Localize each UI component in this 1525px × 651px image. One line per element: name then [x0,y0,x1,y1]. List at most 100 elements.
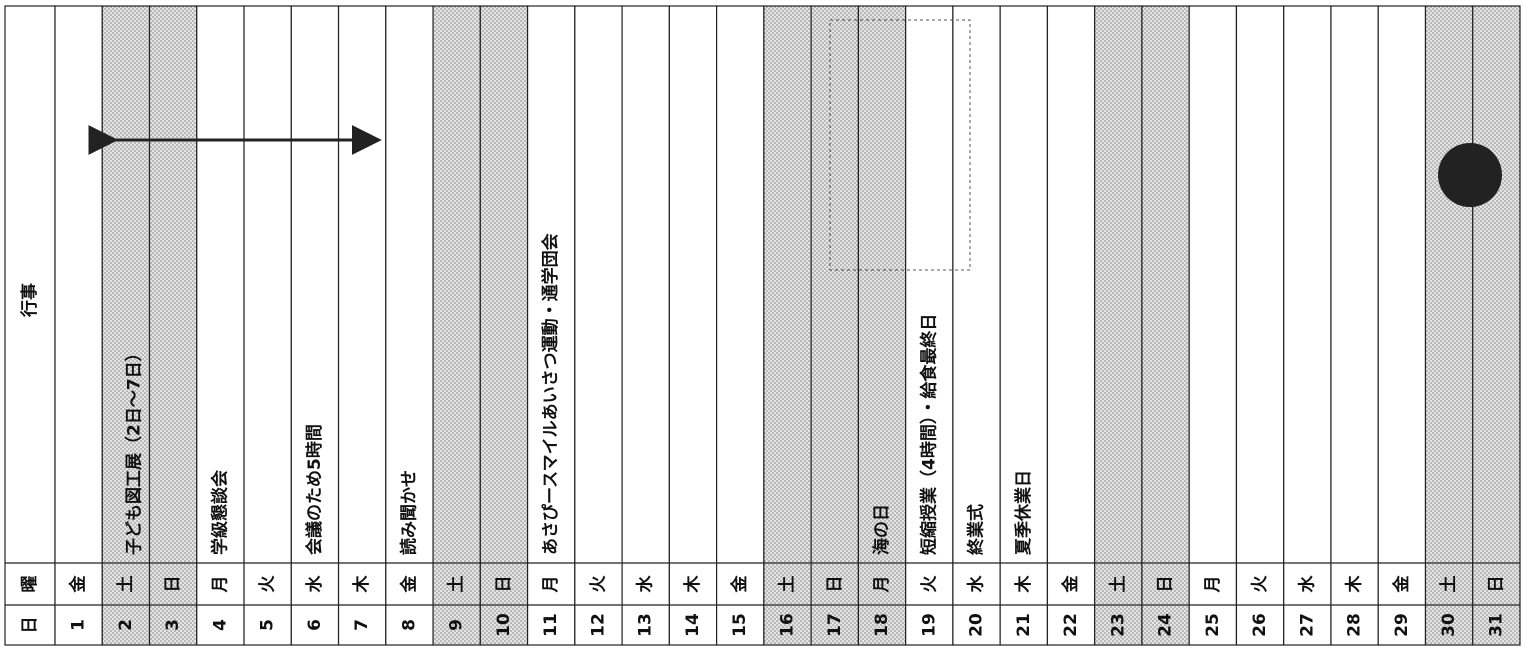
day-number: 7 [352,619,372,631]
day-number: 1 [69,619,89,631]
day-number: 31 [1486,613,1506,637]
day-number: 2 [116,619,136,631]
day-number: 28 [1345,613,1365,637]
day-number: 9 [447,619,467,631]
weekday: 日 [825,576,845,593]
weekday: 土 [446,576,467,593]
weekday: 日 [494,576,514,593]
event: 読み聞かせ [398,470,419,555]
day-number: 17 [825,613,845,637]
day-number: 21 [1014,613,1034,637]
illustration-mat [829,19,971,271]
day-number: 23 [1108,613,1128,637]
weekday: 金 [398,575,419,594]
day-column [1472,5,1521,646]
day-column [905,5,954,646]
weekday: 金 [1391,575,1412,594]
day-number: 22 [1061,613,1081,637]
day-column [716,5,765,646]
event: 子ども図工展（2日～7日） [123,344,144,555]
weekday: 木 [682,575,703,594]
weekday: 火 [588,575,608,593]
weekday: 月 [1203,576,1223,594]
day-column [1283,5,1332,646]
event: 短縮授業（4時間）・給食最終日 [918,314,939,555]
day-number: 5 [258,619,278,631]
day-number: 24 [1156,613,1176,637]
event: あさぴースマイルあいさつ運動・通学団会 [540,233,561,555]
day-column [668,5,718,646]
day-column [810,5,859,646]
weekday: 土 [115,576,136,593]
day-number: 12 [588,613,608,637]
weekday: 火 [919,575,939,593]
day-number: 13 [636,613,656,637]
event: 夏季休業日 [1013,470,1034,555]
weekday: 水 [966,575,987,593]
day-column [1377,5,1427,646]
day-column [337,5,387,646]
day-column [148,5,198,646]
weekday: 月 [210,576,230,594]
day-column [526,5,576,646]
illustration-ball [1438,143,1502,207]
header-day: 日 [20,617,40,634]
day-column [952,5,1001,646]
day-column [196,5,245,646]
day-column [1188,5,1238,646]
weekday: 木 [351,575,372,594]
weekday: 木 [1013,574,1034,593]
day-number: 6 [305,619,325,631]
day-column [1424,5,1474,646]
event: 海の日 [871,504,892,555]
weekday: 土 [1107,576,1128,593]
day-column [1141,5,1190,646]
weekday: 木 [1344,575,1365,594]
day-number: 4 [210,619,230,631]
weekday: 土 [1438,576,1459,593]
day-number: 10 [494,613,514,637]
weekday: 火 [1250,575,1270,593]
day-number: 15 [730,613,750,637]
day-number: 26 [1250,613,1270,637]
header-weekday: 曜 [20,576,40,593]
day-number: 29 [1392,613,1412,637]
weekday: 火 [258,575,278,593]
weekday: 金 [729,575,750,594]
day-number: 19 [919,613,939,637]
day-number: 14 [683,613,703,637]
weekday: 日 [1486,576,1506,593]
day-column [243,5,292,646]
header-cell [4,5,56,646]
weekday: 日 [1156,576,1176,593]
day-column [857,5,907,646]
event: 学級懇談会 [209,470,230,555]
weekday: 水 [635,575,656,593]
day-column [432,5,481,646]
day-number: 18 [872,613,892,637]
weekday: 金 [1060,575,1081,594]
weekday: 金 [68,575,89,594]
day-column [479,5,529,646]
day-number: 16 [778,613,798,637]
day-number: 3 [163,619,183,631]
event: 会議のため5時間 [304,424,325,555]
day-column [385,5,434,646]
day-column [1235,5,1285,646]
day-column [999,5,1049,646]
day-column [54,5,103,646]
event: 終業式 [966,504,987,555]
day-column [763,5,812,646]
day-column [1330,5,1379,646]
day-column [290,5,340,646]
header-events: 行事 [19,283,40,318]
day-column [1094,5,1143,646]
day-column [621,5,670,646]
weekday: 日 [163,576,183,593]
day-column [101,5,151,646]
weekday: 月 [541,576,561,594]
day-column [1046,5,1096,646]
weekday: 水 [1296,575,1317,593]
